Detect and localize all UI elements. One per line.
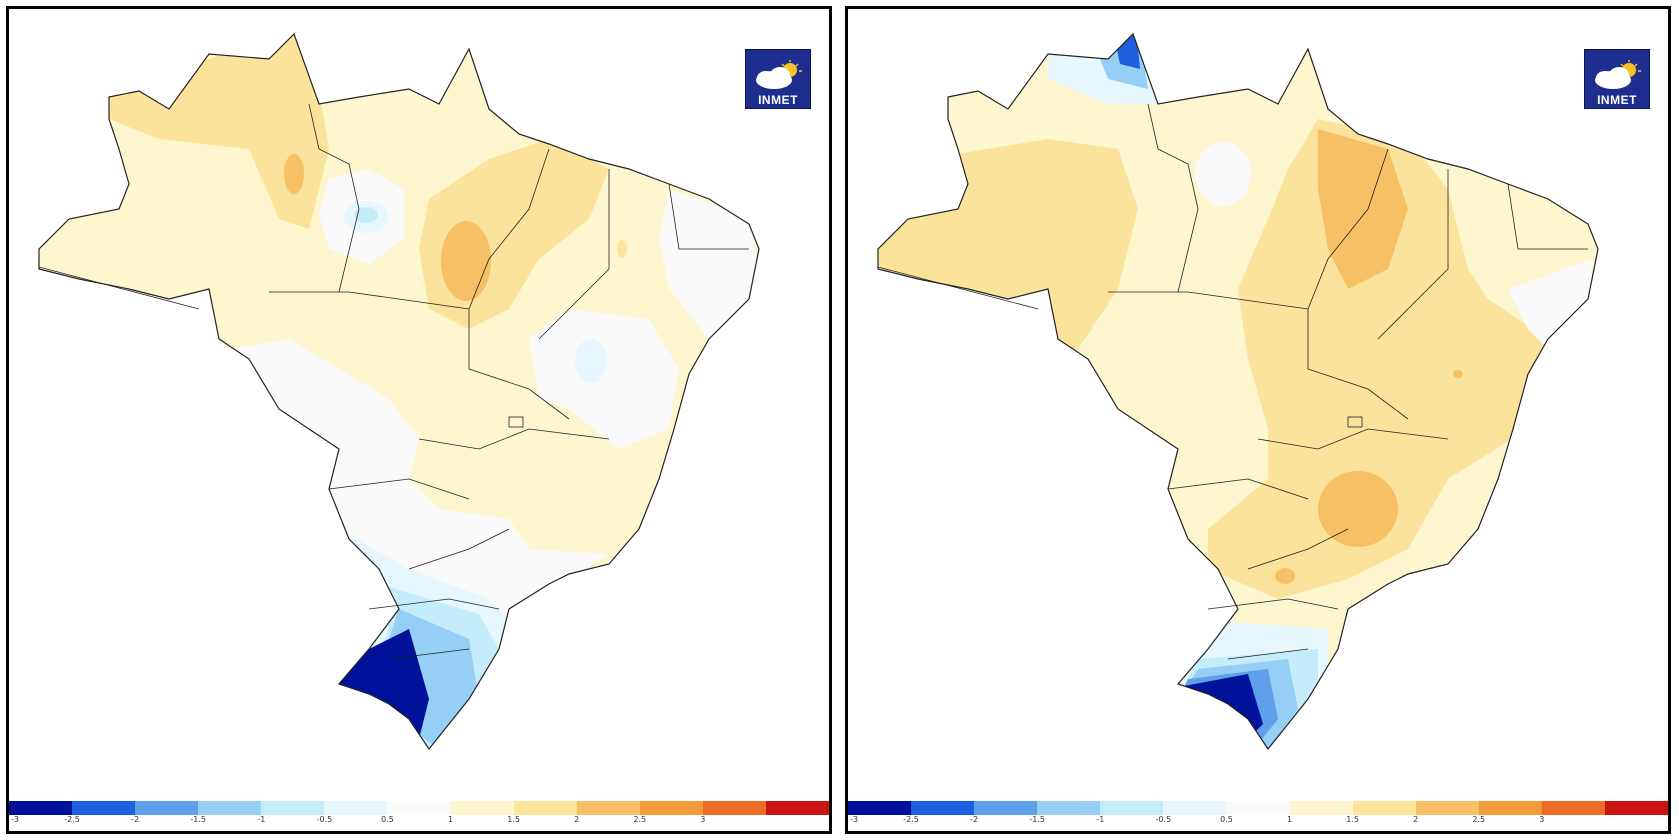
colorbar-ticks: -3 -2.5 -2 -1.5 -1 -0.5 0.5 1 1.5 2 2.5 3 bbox=[9, 815, 829, 825]
anomaly-region bbox=[1318, 129, 1408, 289]
anomaly-region bbox=[1208, 119, 1548, 599]
colorbar-tick-label: -1 bbox=[1096, 815, 1105, 824]
colorbar-tick-label: 0.5 bbox=[381, 815, 394, 824]
anomaly-map-right bbox=[877, 33, 1599, 750]
anomaly-region bbox=[659, 189, 759, 339]
colorbar-ticks: -3 -2.5 -2 -1.5 -1 -0.5 0.5 1 1.5 2 2.5 3 bbox=[848, 815, 1668, 825]
colorbar-swatch bbox=[974, 801, 1038, 815]
colorbar-left: -3 -2.5 -2 -1.5 -1 -0.5 0.5 1 1.5 2 2.5 3 bbox=[9, 801, 829, 825]
colorbar-swatch bbox=[450, 801, 514, 815]
colorbar-tick-label: -1.5 bbox=[1029, 815, 1046, 824]
colorbar-tick-label: 3 bbox=[1539, 815, 1545, 824]
colorbar-swatch bbox=[702, 801, 766, 815]
anomaly-region bbox=[441, 221, 491, 301]
colorbar-swatch bbox=[848, 801, 912, 815]
map-panel-right: INMET -3 -2.5 -2 -1.5 -1 -0.5 0.5 1 1.5 2 2.5 3 bbox=[845, 6, 1671, 834]
state-borders bbox=[38, 103, 749, 660]
colorbar-tick-label: 1.5 bbox=[507, 815, 520, 824]
inmet-logo: INMET bbox=[1584, 49, 1650, 109]
colorbar-tick-label: -2 bbox=[970, 815, 979, 824]
anomaly-region bbox=[617, 240, 627, 258]
anomaly-fill-right bbox=[878, 34, 1598, 749]
logo-label: INMET bbox=[758, 93, 798, 107]
colorbar-tick-label: -2.5 bbox=[903, 815, 919, 824]
colorbar-tick-label: 2.5 bbox=[633, 815, 647, 824]
colorbar-tick-label: 1 bbox=[1286, 815, 1293, 824]
colorbar-swatch bbox=[1415, 801, 1479, 815]
anomaly-region bbox=[1318, 471, 1398, 547]
anomaly-fill-left bbox=[39, 34, 759, 749]
colorbar-tick-label: -1.5 bbox=[190, 815, 207, 824]
colorbar-tick-label: -2 bbox=[131, 815, 140, 824]
colorbar-tick-label: 3 bbox=[700, 815, 706, 824]
colorbar-swatches bbox=[848, 801, 1668, 815]
colorbar-swatches bbox=[9, 801, 829, 815]
colorbar-swatch bbox=[1604, 801, 1668, 815]
colorbar-swatch bbox=[576, 801, 640, 815]
anomaly-region bbox=[1453, 370, 1463, 378]
colorbar-swatch bbox=[1037, 801, 1101, 815]
state-borders bbox=[877, 103, 1588, 660]
anomaly-region bbox=[529, 309, 679, 449]
colorbar-tick-label: 0.5 bbox=[1220, 815, 1233, 824]
colorbar-swatch bbox=[911, 801, 975, 815]
anomaly-map-left bbox=[38, 33, 760, 750]
anomaly-region bbox=[1275, 568, 1295, 584]
colorbar-swatch bbox=[72, 801, 136, 815]
anomaly-region bbox=[1195, 142, 1251, 206]
anomaly-region bbox=[229, 339, 609, 649]
colorbar-swatch bbox=[1352, 801, 1416, 815]
map-panel-left: INMET -3 -2.5 -2 -1.5 -1 -0.5 0.5 1 1.5 2 2.5 3 bbox=[6, 6, 832, 834]
colorbar-swatch bbox=[1289, 801, 1353, 815]
colorbar-right: -3 -2.5 -2 -1.5 -1 -0.5 0.5 1 1.5 2 2.5 3 bbox=[848, 801, 1668, 825]
logo-label: INMET bbox=[1597, 93, 1637, 107]
colorbar-swatch bbox=[1100, 801, 1164, 815]
colorbar-swatch bbox=[9, 801, 73, 815]
colorbar-tick-label: -0.5 bbox=[316, 815, 333, 824]
anomaly-region bbox=[575, 339, 607, 383]
colorbar-tick-label: 2 bbox=[574, 815, 580, 824]
colorbar-tick-label: 1.5 bbox=[1346, 815, 1359, 824]
colorbar-swatch bbox=[1163, 801, 1227, 815]
colorbar-swatch bbox=[513, 801, 577, 815]
colorbar-swatch bbox=[135, 801, 199, 815]
anomaly-region bbox=[284, 154, 304, 194]
colorbar-tick-label: -0.5 bbox=[1155, 815, 1172, 824]
colorbar-swatch bbox=[261, 801, 325, 815]
colorbar-swatch bbox=[765, 801, 829, 815]
colorbar-tick-label: 2.5 bbox=[1472, 815, 1486, 824]
colorbar-tick-label: -1 bbox=[257, 815, 266, 824]
colorbar-swatch bbox=[387, 801, 451, 815]
colorbar-swatch bbox=[1541, 801, 1605, 815]
colorbar-tick-label: -2.5 bbox=[64, 815, 80, 824]
colorbar-tick-label: 2 bbox=[1413, 815, 1419, 824]
colorbar-tick-label: -3 bbox=[850, 815, 858, 824]
colorbar-swatch bbox=[324, 801, 388, 815]
cloud-sun-icon bbox=[1595, 60, 1641, 89]
inmet-logo: INMET bbox=[745, 49, 811, 109]
colorbar-tick-label: 1 bbox=[447, 815, 454, 824]
colorbar-swatch bbox=[1478, 801, 1542, 815]
anomaly-region bbox=[354, 207, 378, 223]
colorbar-tick-label: -3 bbox=[11, 815, 19, 824]
colorbar-swatch bbox=[198, 801, 262, 815]
colorbar-swatch bbox=[1226, 801, 1290, 815]
cloud-sun-icon bbox=[756, 60, 802, 89]
colorbar-swatch bbox=[639, 801, 703, 815]
